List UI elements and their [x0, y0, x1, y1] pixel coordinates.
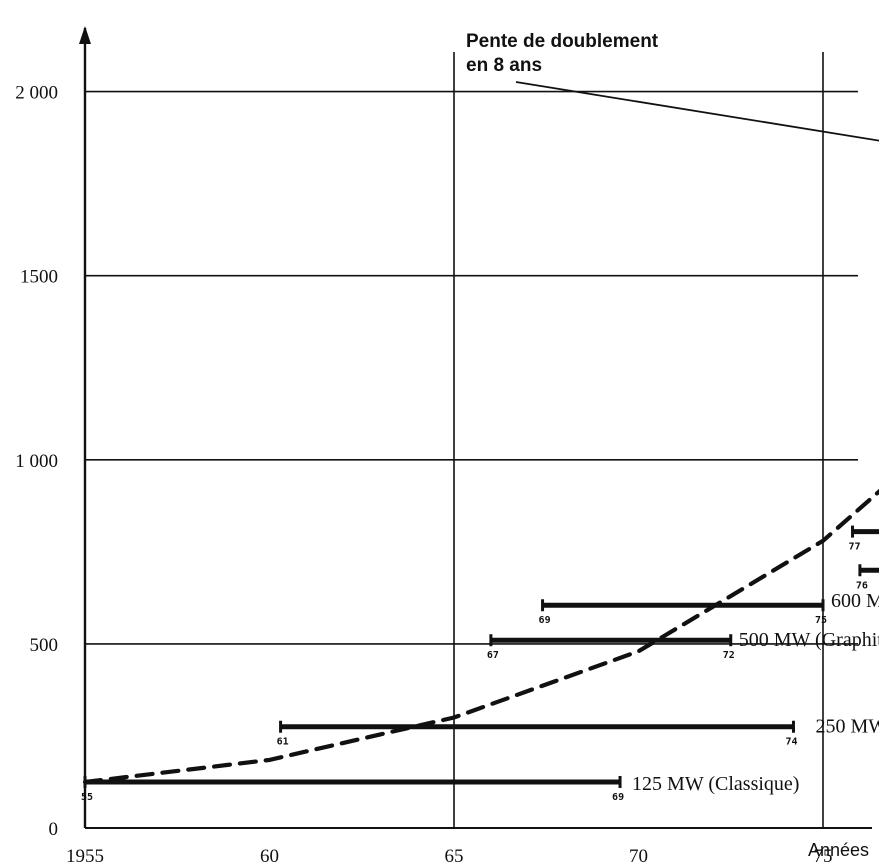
segment-start-year: 61	[277, 737, 289, 748]
x-tick-label: 70	[629, 846, 648, 867]
segment-label: 250 MW (Classique)	[815, 716, 879, 738]
y-tick-label: 500	[30, 635, 59, 656]
segment-start-year: 55	[81, 792, 93, 803]
x-tick-label: 60	[260, 846, 279, 867]
segment-end-year: 74	[785, 737, 797, 748]
x-tick-label: 75	[814, 846, 833, 867]
grid	[85, 52, 858, 828]
segment-start-year: 69	[539, 615, 551, 626]
segment-start-year: 76	[856, 580, 868, 591]
segment-end-year: 72	[723, 650, 735, 661]
annotation-line-2: en 8 ans	[466, 55, 542, 76]
segment-label: 600 MW (Classique)	[831, 590, 879, 612]
y-tick-label: 2 000	[15, 83, 58, 104]
y-tick-label: 1 000	[15, 451, 58, 472]
y-axis-arrow	[79, 26, 91, 44]
annotation-arrow	[515, 81, 879, 142]
segment-start-year: 67	[487, 650, 499, 661]
x-tick-label: 65	[445, 846, 464, 867]
x-axis-title: Années	[808, 840, 869, 860]
annotation: Pente de doublement en 8 ans	[466, 31, 879, 142]
segment-label: 125 MW (Classique)	[632, 773, 799, 795]
segment-end-year: 75	[815, 615, 827, 626]
segment-start-year: 77	[849, 542, 861, 553]
axes	[79, 26, 872, 829]
x-tick-label: 1955	[66, 846, 104, 867]
segment-label: 500 MW (Graphite gaz)	[739, 629, 879, 651]
segments	[83, 525, 879, 788]
trend-line	[82, 488, 879, 785]
y-tick-label: 1500	[20, 267, 58, 288]
annotation-line-1: Pente de doublement	[466, 31, 659, 52]
segment-end-year: 69	[612, 792, 624, 803]
y-tick-label: 0	[49, 819, 59, 840]
trend	[82, 488, 879, 785]
